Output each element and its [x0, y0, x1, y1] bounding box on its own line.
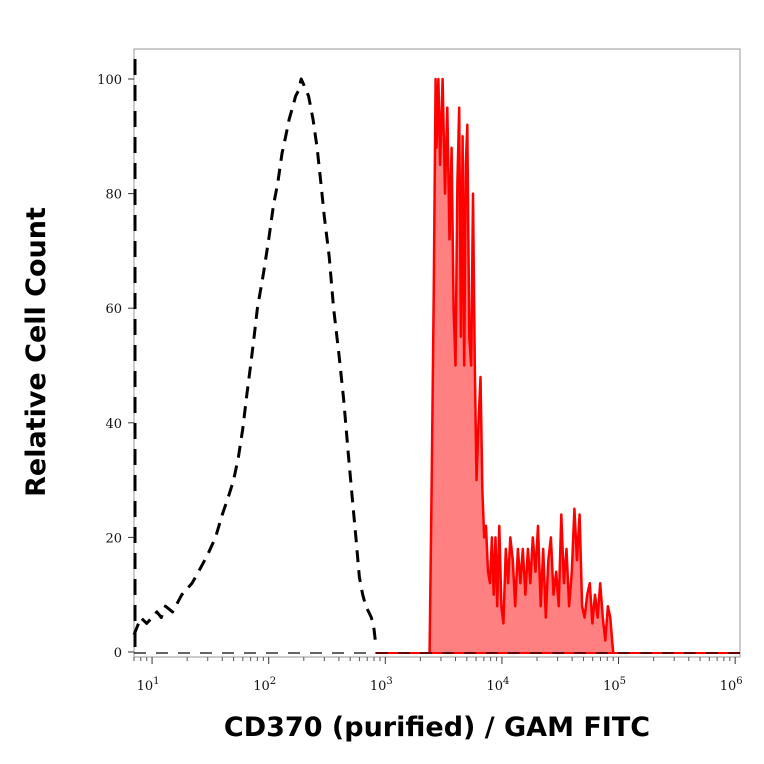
series-1-line — [428, 77, 615, 653]
x-tick-label: 106 — [720, 676, 743, 694]
ticks-layer — [128, 78, 736, 664]
y-tick-label: 100 — [97, 73, 122, 88]
x-tick-label: 103 — [370, 676, 393, 694]
y-tick-label: 40 — [105, 417, 122, 432]
series-layer — [132, 59, 740, 657]
y-tick-label: 20 — [105, 531, 122, 546]
y-tick-label: 0 — [114, 646, 122, 661]
x-tick-label: 105 — [603, 676, 626, 694]
y-tick-label: 60 — [105, 302, 122, 317]
y-tick-label: 80 — [105, 188, 122, 203]
x-axis-title: CD370 (purified) / GAM FITC — [224, 712, 650, 743]
y-axis-title: Relative Cell Count — [21, 207, 52, 497]
series-0-line — [132, 77, 377, 641]
x-tick-label: 102 — [253, 676, 276, 694]
series-1-fill — [429, 79, 614, 652]
x-tick-label: 101 — [137, 676, 160, 694]
x-tick-label: 104 — [486, 676, 509, 694]
labels-layer: 0 20 40 60 80 100 101 102 103 104 105 106 — [97, 73, 742, 694]
